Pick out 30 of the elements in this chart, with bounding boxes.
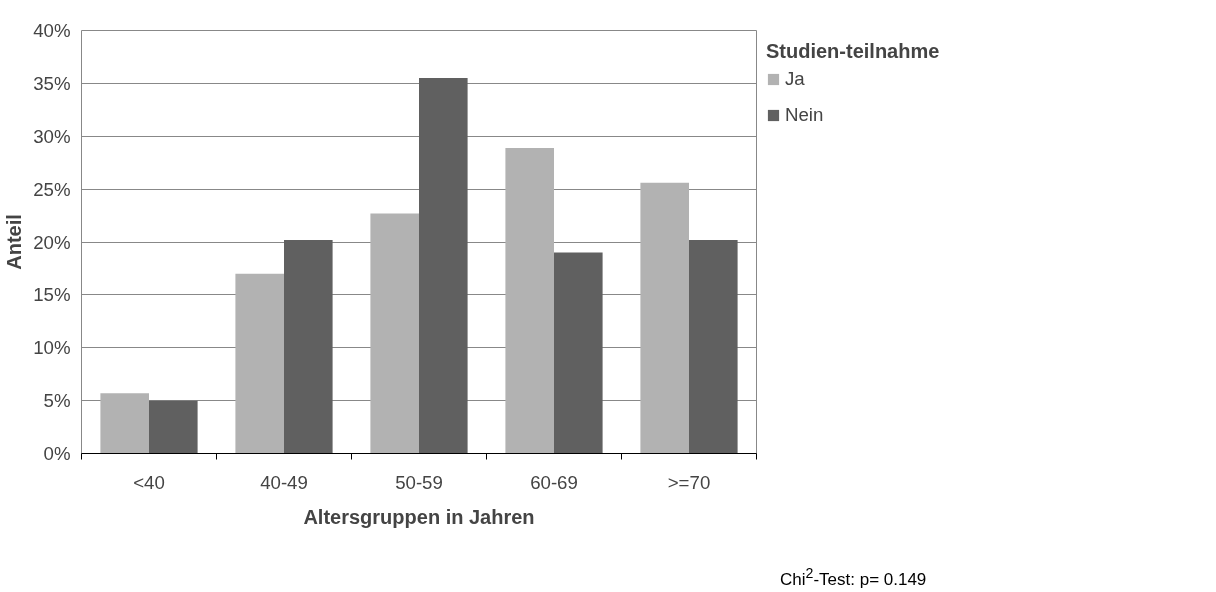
bar [554,252,603,454]
y-tick-label: 5% [43,390,71,412]
legend-title: Studien-teilnahme [766,40,940,63]
y-tick-label: 30% [33,125,71,147]
y-tick-label: 15% [33,284,71,306]
y-tick-label: 35% [33,72,71,94]
bar [235,273,284,454]
x-tick-label: >=70 [667,471,711,493]
y-tick-label: 0% [43,443,71,464]
x-tick-label: 50-59 [395,471,443,493]
bar [100,393,149,454]
bar [149,400,198,454]
bar [505,147,554,454]
text: Chi$^{2}$-Test: p= 0.149 [780,564,927,591]
legend-label: Ja [785,68,805,90]
y-tick-label: 40% [33,20,71,41]
y-tick-label: 20% [33,231,71,253]
y-tick-label: 10% [33,337,71,359]
x-tick-label: 60-69 [530,471,578,493]
x-axis-title: Altersgruppen in Jahren [303,505,535,528]
bar [640,182,689,454]
bar [284,239,333,454]
x-tick-label: <40 [133,471,165,493]
legend-label: Nein [785,104,824,126]
bar [689,239,738,454]
y-axis-title: Anteil [3,214,26,270]
x-tick-label: 40-49 [260,471,308,493]
bar [370,213,419,454]
bar [419,78,468,454]
y-tick-label: 25% [33,178,71,200]
